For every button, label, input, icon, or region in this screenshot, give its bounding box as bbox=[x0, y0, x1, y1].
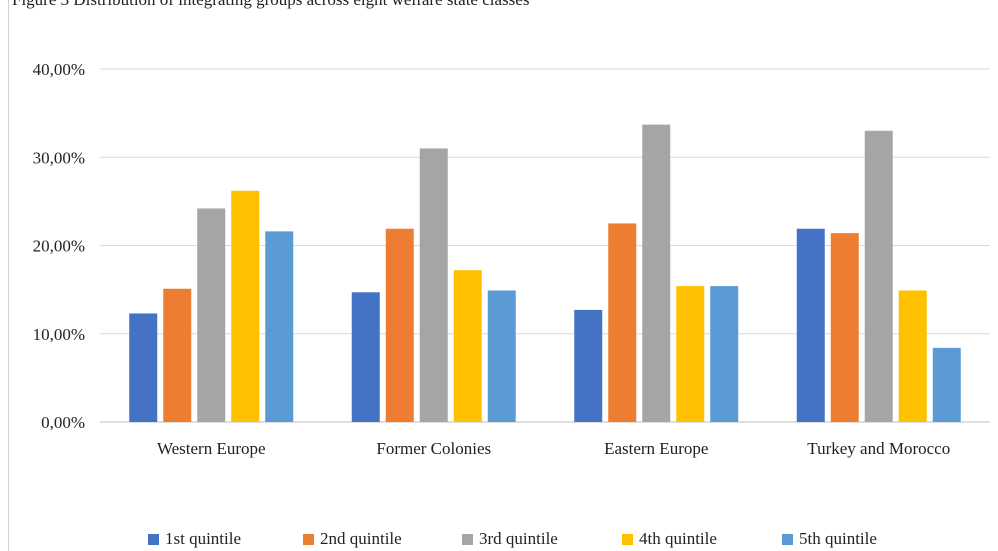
bar bbox=[385, 228, 414, 422]
legend-swatch bbox=[622, 533, 633, 545]
bar bbox=[129, 313, 158, 422]
x-category-label: Former Colonies bbox=[376, 439, 491, 458]
y-tick-label: 10,00% bbox=[33, 325, 85, 344]
legend-swatch bbox=[462, 533, 473, 545]
bar bbox=[932, 347, 961, 422]
y-tick-label: 40,00% bbox=[33, 60, 85, 79]
bar bbox=[197, 208, 226, 422]
bar bbox=[163, 288, 192, 422]
legend-item: 5th quintile bbox=[782, 529, 877, 549]
x-category-label: Western Europe bbox=[157, 439, 266, 458]
figure-caption: Figure 3 Distribution of integrating gro… bbox=[12, 0, 529, 10]
legend-item: 4th quintile bbox=[622, 529, 717, 549]
bar bbox=[231, 190, 260, 422]
bar bbox=[864, 130, 893, 422]
legend-swatch bbox=[303, 533, 314, 545]
y-tick-label: 0,00% bbox=[41, 413, 85, 432]
bar bbox=[265, 231, 294, 422]
bar bbox=[642, 124, 671, 422]
bar bbox=[676, 286, 705, 422]
legend-label: 2nd quintile bbox=[320, 529, 402, 548]
bar bbox=[898, 290, 927, 422]
legend-label: 1st quintile bbox=[165, 529, 242, 548]
bar bbox=[608, 223, 637, 422]
bar bbox=[487, 290, 516, 422]
bar bbox=[453, 270, 482, 422]
bar bbox=[419, 148, 448, 423]
bar bbox=[710, 286, 739, 422]
x-category-label: Eastern Europe bbox=[604, 439, 708, 458]
legend-item: 1st quintile bbox=[148, 529, 241, 549]
legend-label: 5th quintile bbox=[799, 529, 877, 548]
page-border bbox=[8, 0, 9, 551]
y-tick-label: 20,00% bbox=[33, 237, 85, 256]
legend-label: 3rd quintile bbox=[479, 529, 558, 548]
legend-item: 3rd quintile bbox=[462, 529, 558, 549]
legend-swatch bbox=[148, 533, 159, 545]
bar bbox=[830, 233, 859, 422]
y-tick-label: 30,00% bbox=[33, 148, 85, 167]
x-category-label: Turkey and Morocco bbox=[807, 439, 950, 458]
bar bbox=[796, 228, 825, 422]
chart-legend: 1st quintile 2nd quintile 3rd quintile 4th … bbox=[0, 529, 998, 551]
bar bbox=[574, 309, 603, 422]
legend-item: 2nd quintile bbox=[303, 529, 402, 549]
bar bbox=[351, 292, 380, 422]
legend-label: 4th quintile bbox=[639, 529, 717, 548]
legend-swatch bbox=[782, 533, 793, 545]
